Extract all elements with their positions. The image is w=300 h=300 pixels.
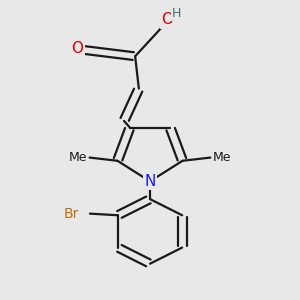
Text: Me: Me xyxy=(68,151,87,164)
Text: Br: Br xyxy=(64,207,79,220)
Text: O: O xyxy=(72,41,84,56)
Text: N: N xyxy=(144,174,156,189)
Text: H: H xyxy=(172,7,182,20)
Text: Me: Me xyxy=(213,151,232,164)
Text: O: O xyxy=(161,12,173,27)
